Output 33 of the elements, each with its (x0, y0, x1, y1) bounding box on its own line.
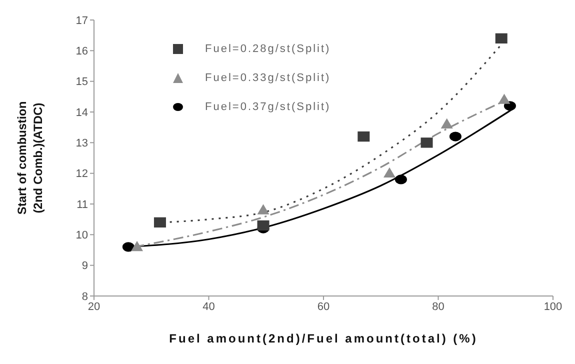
point (122, 242, 134, 252)
y-tick-label: 10 (76, 230, 88, 242)
y-tick-label: 16 (76, 46, 88, 58)
point (257, 220, 270, 231)
point (131, 240, 144, 252)
y-tick-label: 13 (76, 138, 88, 150)
point (154, 217, 166, 228)
point (498, 94, 510, 104)
point (257, 204, 270, 214)
x-tick-label: 40 (202, 300, 215, 313)
point (420, 138, 433, 148)
legend-label: Fuel=0.37g/st(Split) (205, 100, 331, 112)
y-tick-label: 15 (76, 76, 88, 88)
y-tick-label: 8 (82, 290, 88, 303)
x-tick-label: 100 (544, 300, 562, 313)
point (440, 118, 453, 128)
x-tick-label: 80 (432, 300, 444, 313)
y-tick-label: 9 (82, 260, 88, 272)
point (449, 132, 462, 142)
y-axis-title: Start of combustion (2nd Comb.)(ATDC) (15, 101, 45, 215)
y-tick-label: 14 (76, 106, 88, 119)
point (394, 174, 407, 184)
y-tick-label: 17 (76, 14, 88, 27)
point (495, 33, 508, 44)
x-axis-title: Fuel amount(2nd)/Fuel amount(total) (%) (169, 332, 478, 346)
y-tick-label: 11 (76, 198, 88, 211)
legend-label: Fuel=0.28g/st(Split) (205, 42, 331, 54)
x-tick-label: 60 (317, 300, 330, 313)
point (383, 167, 396, 178)
y-tick-label: 12 (76, 168, 88, 180)
x-tick-label: 20 (88, 300, 100, 313)
point (358, 131, 370, 142)
legend-label: Fuel=0.33g/st(Split) (205, 72, 331, 84)
